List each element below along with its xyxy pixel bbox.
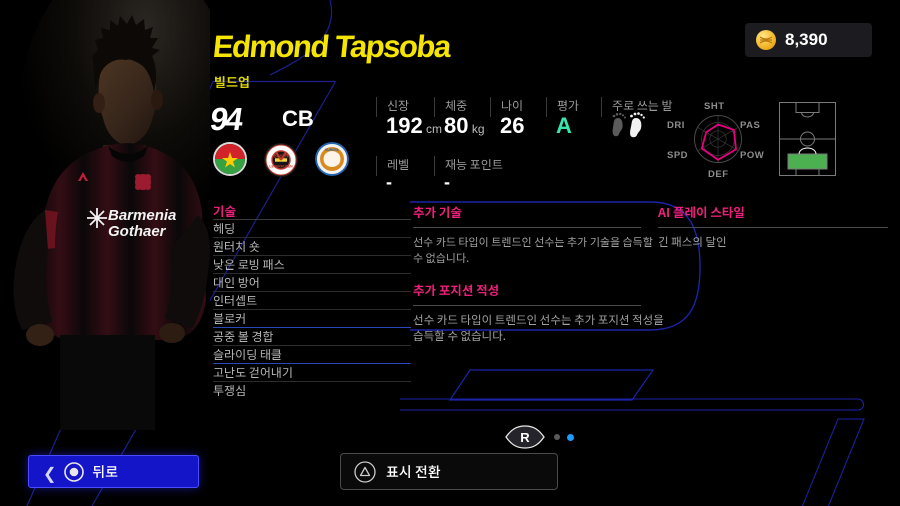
svg-text:LEVERKUSEN: LEVERKUSEN <box>269 165 293 169</box>
svg-text:R: R <box>520 430 530 445</box>
svg-text:EUROPA: EUROPA <box>325 148 339 152</box>
